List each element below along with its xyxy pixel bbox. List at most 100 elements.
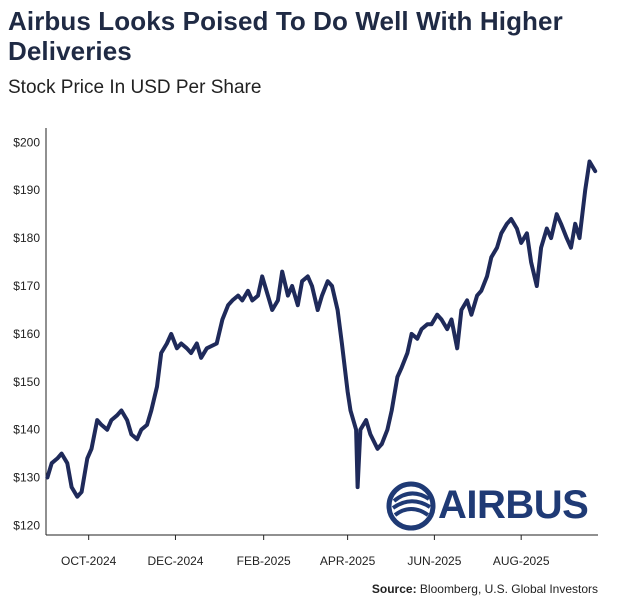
price-point	[256, 294, 260, 298]
price-point	[306, 274, 310, 278]
price-point	[175, 346, 179, 350]
price-point	[226, 303, 230, 307]
price-point	[75, 495, 79, 499]
source-label: Source:	[371, 582, 417, 596]
price-point	[85, 456, 89, 460]
price-point	[499, 231, 503, 235]
y-tick-label: $150	[13, 375, 40, 389]
price-point	[375, 447, 380, 451]
y-tick-label: $190	[13, 183, 40, 197]
price-point	[145, 423, 149, 427]
price-point	[115, 413, 119, 417]
price-point	[368, 432, 372, 436]
price-point	[109, 418, 113, 422]
price-point	[135, 437, 139, 441]
price-point	[155, 385, 159, 389]
price-point	[400, 365, 404, 369]
x-tick-label: OCT-2024	[61, 554, 117, 568]
chart-subtitle: Stock Price In USD Per Share	[8, 77, 262, 98]
price-point	[246, 289, 250, 293]
price-point	[435, 313, 439, 317]
price-point	[535, 284, 539, 288]
price-point	[358, 428, 362, 432]
price-point	[316, 308, 320, 312]
price-point	[149, 408, 153, 413]
price-point	[390, 408, 394, 413]
price-point	[129, 432, 133, 436]
price-point	[445, 327, 449, 331]
price-point	[455, 346, 459, 350]
price-point	[240, 298, 244, 302]
price-point	[266, 294, 270, 298]
price-point	[60, 452, 64, 456]
price-point	[555, 212, 559, 216]
price-point	[519, 241, 523, 245]
price-point	[509, 217, 513, 221]
price-point	[583, 188, 587, 192]
price-point	[356, 485, 360, 489]
airbus-logo-mark-icon	[386, 481, 436, 531]
x-tick-label: AUG-2025	[493, 554, 550, 568]
x-axis: OCT-2024 DEC-2024 FEB-2025 APR-2025 JUN-2025…	[46, 534, 598, 568]
y-tick-label: $130	[13, 471, 40, 485]
price-point	[270, 308, 274, 312]
price-point	[159, 351, 163, 355]
price-point	[577, 236, 582, 240]
price-point	[573, 222, 577, 226]
price-point	[385, 428, 389, 432]
price-point	[459, 308, 463, 312]
price-point	[125, 418, 129, 422]
price-point	[70, 485, 74, 489]
price-point	[99, 423, 104, 427]
price-point	[549, 236, 553, 240]
price-point	[310, 284, 314, 288]
y-tick-label: $170	[13, 279, 40, 293]
price-point	[539, 246, 543, 250]
y-tick-label: $200	[13, 135, 40, 149]
price-point	[89, 447, 94, 451]
price-point	[326, 279, 330, 283]
price-point	[220, 317, 224, 322]
price-point	[469, 313, 473, 317]
y-tick-label: $180	[13, 231, 40, 245]
price-point	[489, 255, 493, 259]
price-point	[55, 456, 60, 460]
price-point	[290, 284, 294, 288]
price-point	[479, 289, 483, 293]
price-point	[205, 346, 209, 350]
price-point	[449, 317, 454, 322]
x-tick-label: FEB-2025	[237, 554, 291, 568]
price-point	[80, 490, 84, 494]
y-tick-label: $160	[13, 327, 40, 341]
price-point	[429, 322, 434, 326]
chart-title: Airbus Looks Poised To Do Well With High…	[8, 6, 563, 66]
price-point	[276, 298, 280, 302]
price-point	[139, 428, 143, 432]
x-tick-label: APR-2025	[320, 554, 376, 568]
price-point	[296, 303, 300, 307]
price-point	[410, 332, 414, 336]
price-point	[505, 222, 509, 226]
y-axis: $120 $130 $140 $150 $160 $170 $180 $190 $200	[13, 128, 47, 535]
price-point	[280, 270, 284, 274]
price-point	[119, 408, 123, 413]
price-point	[320, 294, 324, 298]
price-point	[495, 246, 499, 250]
price-point	[420, 327, 424, 331]
source-note: Source: Bloomberg, U.S. Global Investors	[372, 582, 598, 596]
airbus-logo: AIRBUS	[386, 481, 596, 531]
price-point	[340, 341, 344, 346]
x-tick-label: JUN-2025	[407, 554, 461, 568]
price-point	[105, 428, 109, 432]
price-point	[525, 231, 529, 235]
price-point	[364, 418, 368, 422]
price-point	[199, 356, 203, 360]
price-point	[529, 260, 533, 264]
price-point	[195, 341, 199, 346]
price-point	[569, 246, 573, 250]
price-point	[405, 351, 409, 355]
airbus-logo-text: AIRBUS	[438, 483, 589, 527]
price-point	[215, 341, 219, 346]
price-point	[65, 461, 69, 465]
